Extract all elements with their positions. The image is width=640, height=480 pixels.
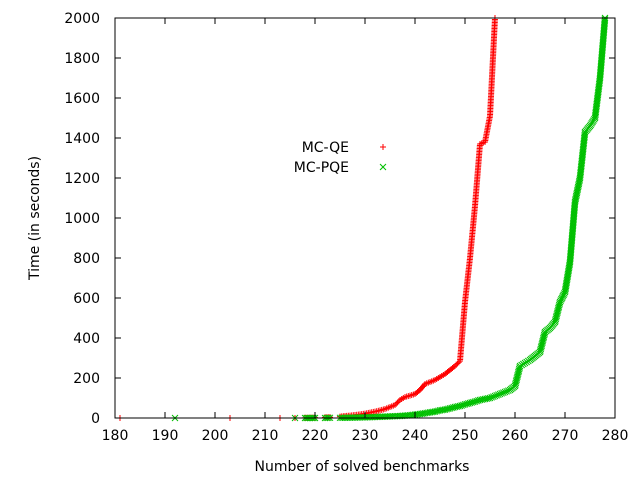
legend-marker-mc-pqe [379,163,387,171]
y-tick-label: 200 [73,371,100,387]
y-tick-label: 1600 [64,91,100,107]
data-layer [117,14,609,422]
series-mc-qe [117,15,498,421]
y-tick-label: 0 [91,411,100,427]
x-tick-label: 280 [602,428,629,444]
x-tick-label: 240 [402,428,429,444]
x-tick-label: 220 [302,428,329,444]
legend-symbol-mc-pqe [379,163,387,171]
y-tick-label: 400 [73,331,100,347]
x-tick-label: 270 [552,428,579,444]
x-tick-label: 200 [202,428,229,444]
y-tick-label: 1000 [64,211,100,227]
y-tick-label: 2000 [64,11,100,27]
x-tick-label: 180 [102,428,129,444]
data-point [455,359,462,366]
legend-symbol-mc-qe [380,144,386,150]
plot-frame [114,17,616,419]
y-tick-label: 1200 [64,171,100,187]
legend-label-mc-pqe: MC-PQE [294,160,349,176]
legend-marker-mc-qe [380,144,386,150]
y-tick-label: 1400 [64,131,100,147]
data-point [601,17,609,25]
ticks-layer: 180 190 200 210 220 230 240 250 260 270 280 0 200 400… [64,11,628,444]
x-tick-label: 210 [252,428,279,444]
y-tick-label: 1800 [64,51,100,67]
legend: MC-QE MC-PQE [294,140,387,176]
x-axis-label: Number of solved benchmarks [255,459,470,475]
y-axis-label: Time (in seconds) [27,156,43,281]
x-tick-label: 190 [152,428,179,444]
x-tick-label: 230 [352,428,379,444]
x-tick-label: 250 [452,428,479,444]
legend-label-mc-qe: MC-QE [302,140,349,156]
y-tick-label: 600 [73,291,100,307]
series-mc-pqe [171,14,609,422]
x-tick-label: 260 [502,428,529,444]
y-tick-label: 800 [73,251,100,267]
